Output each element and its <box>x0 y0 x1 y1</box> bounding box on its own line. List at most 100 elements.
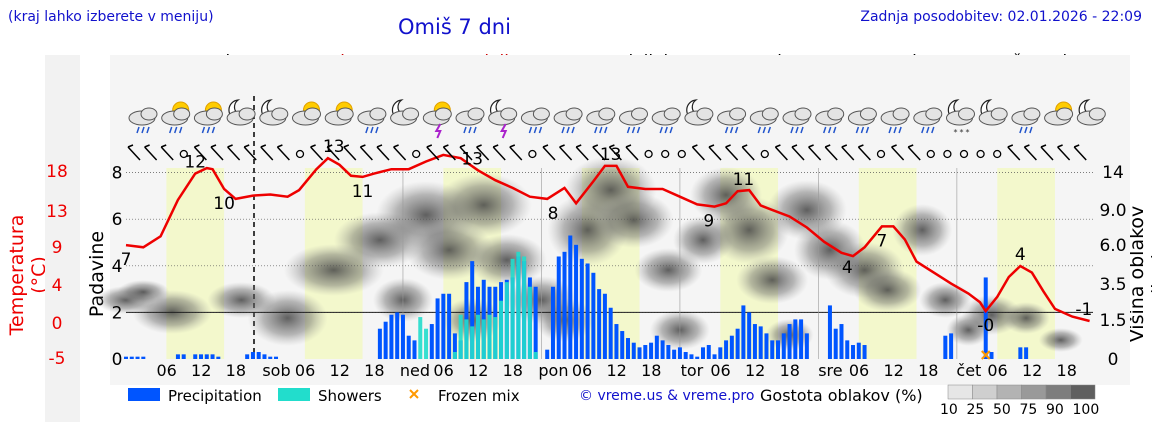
cloud-shape <box>238 107 256 121</box>
cloud-density-tick: 75 <box>1019 402 1038 418</box>
x-tick-label: 18 <box>364 361 384 380</box>
sun-cloud-thunder-icon <box>422 101 452 139</box>
showers-bar <box>493 317 498 359</box>
rain-drop <box>931 126 935 134</box>
frozen-mix-marker <box>981 350 991 360</box>
showers-bar <box>522 256 527 359</box>
legend-precipitation-swatch <box>128 388 160 401</box>
temperature-tick-label: 13 <box>46 202 68 222</box>
wind-barb <box>1040 144 1054 161</box>
snowflake: * <box>954 128 958 137</box>
precip-tick-label: 0 <box>112 350 123 370</box>
rain-drop <box>822 126 827 134</box>
wind-barb <box>625 144 639 161</box>
precipitation-bar <box>695 356 700 359</box>
x-tick-label: 06 <box>710 361 730 380</box>
rain-drop <box>631 126 636 134</box>
temperature-label: 13 <box>323 137 345 157</box>
precipitation-bar <box>199 354 204 359</box>
showers-bar <box>481 319 486 359</box>
sun-cloud-icon <box>1044 101 1074 126</box>
sun-cloud-icon <box>324 101 354 126</box>
precipitation-bar <box>262 354 267 359</box>
cloud-rain-icon <box>913 107 943 134</box>
wind-barb <box>708 144 722 161</box>
left-margin-band <box>45 55 80 422</box>
cloud-rain-icon <box>455 107 485 134</box>
rain-drop <box>1024 126 1028 134</box>
precipitation-bar <box>833 328 838 359</box>
temperature-label: 11 <box>733 170 755 190</box>
showers-bar <box>516 251 521 359</box>
copyright[interactable]: © vreme.us & vreme.pro <box>579 388 755 404</box>
lightning-bolt <box>434 123 442 139</box>
wind-barb <box>144 144 158 161</box>
showers-bar <box>527 286 532 359</box>
snowflake: * <box>960 128 964 137</box>
precipitation-bar <box>747 312 752 359</box>
rain-drop <box>538 126 543 134</box>
menu-hint[interactable]: (kraj lahko izberete v meniju) <box>8 9 214 25</box>
cloud-density-tick: 10 <box>940 402 958 418</box>
x-tick-label: 06 <box>572 361 592 380</box>
precipitation-bar <box>666 345 671 359</box>
precipitation-bar <box>245 354 250 359</box>
cloud-shape <box>402 107 420 121</box>
cloud-density-blob <box>593 192 674 248</box>
legend-showers-label: Showers <box>318 387 382 405</box>
cloud-density-blob <box>1038 328 1083 352</box>
rain-drop <box>136 126 140 134</box>
precipitation-bar <box>533 286 538 359</box>
precipitation-bar <box>124 356 128 359</box>
cloud-density-blob <box>919 282 972 318</box>
precipitation-bar <box>447 293 452 359</box>
x-tick-label: 06 <box>295 361 315 380</box>
showers-bar <box>418 317 423 359</box>
rain-drop <box>571 126 575 134</box>
rain-drop <box>528 126 533 134</box>
cloud-density-tick: 100 <box>1072 402 1100 418</box>
precipitation-bar <box>845 340 850 359</box>
cloud-shape <box>990 107 1008 121</box>
rain-drop <box>636 126 641 134</box>
temperature-label: 8 <box>548 204 559 224</box>
cloud-height-tick-label: 14 <box>1102 163 1124 183</box>
cloud-rain-icon <box>520 107 550 134</box>
wind-barb <box>393 144 407 161</box>
precipitation-bar <box>983 277 988 359</box>
precipitation-bar <box>649 342 654 359</box>
rain-drop <box>767 126 772 134</box>
precipitation-bar <box>585 263 590 359</box>
wind-calm-marker <box>661 149 670 159</box>
cloud-shape <box>532 107 550 121</box>
temperature-label: 4 <box>842 258 853 278</box>
precipitation-bar <box>724 340 729 359</box>
cloud-density-blob <box>466 234 547 286</box>
temperature-label: 7 <box>876 231 887 251</box>
precipitation-bar <box>856 342 861 359</box>
rain-drop <box>757 126 762 134</box>
x-tick-label: 12 <box>883 361 903 380</box>
x-tick-label: čet <box>956 361 981 380</box>
rain-drop <box>790 126 794 134</box>
rain-drop <box>365 126 369 134</box>
rain-drop <box>860 126 865 134</box>
showers-bar <box>424 328 429 359</box>
rain-drop <box>734 126 739 134</box>
precip-tick-label: 2 <box>112 303 123 323</box>
wind-barb <box>260 144 274 161</box>
cloud-density-swatch <box>1021 384 1047 400</box>
wind-barb <box>492 144 506 161</box>
x-tick-label: 12 <box>330 361 350 380</box>
cloud-shape <box>271 107 289 121</box>
precipitation-bar <box>862 345 867 359</box>
precipitation-bar <box>135 356 140 359</box>
precipitation-bar <box>799 319 804 359</box>
rain-drop <box>561 126 565 134</box>
wind-calm-marker <box>179 149 188 159</box>
rain-drop <box>201 126 206 134</box>
cloud-shape <box>663 107 681 121</box>
wind-barb <box>891 144 905 161</box>
wind-barb <box>1023 144 1037 161</box>
rain-drop <box>795 126 799 134</box>
